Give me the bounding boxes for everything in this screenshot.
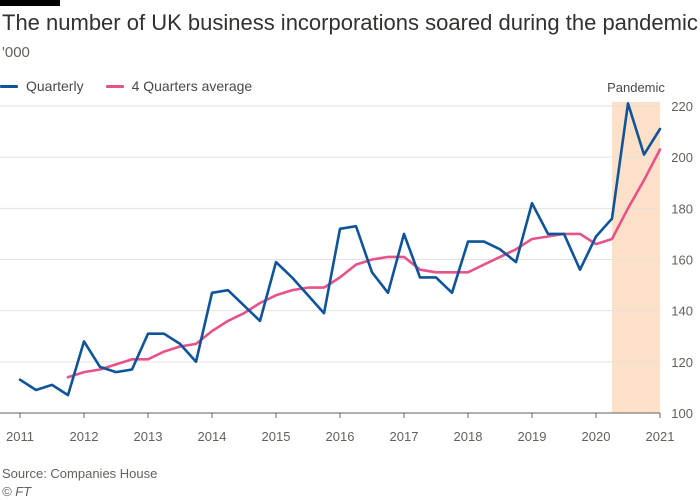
y-tick-label: 220 [671, 99, 693, 114]
y-tick-label: 180 [671, 201, 693, 216]
legend-label-quarterly: Quarterly [26, 78, 84, 94]
x-tick-label: 2011 [6, 429, 34, 444]
pandemic-label: Pandemic [607, 80, 665, 95]
y-tick-label: 120 [671, 355, 693, 370]
chart-title: The number of UK business incorporations… [2, 10, 698, 35]
x-tick-label: 2015 [262, 429, 291, 444]
series-lines [18, 102, 662, 397]
source-note: Source: Companies House [2, 466, 158, 481]
chart-legend: Quarterly 4 Quarters average [0, 78, 274, 94]
y-tick-label: 160 [671, 253, 693, 268]
x-tick-label: 2021 [646, 429, 675, 444]
x-tick-label: 2020 [582, 429, 611, 444]
legend-swatch-4-quarters-average [105, 84, 124, 88]
x-tick-label: 2013 [134, 429, 163, 444]
ft-copyright: © FT [2, 484, 32, 499]
ft-top-bar [0, 0, 60, 6]
pandemic-band [612, 102, 660, 413]
series-line-quarterly [18, 102, 662, 397]
x-tick-label: 2012 [70, 429, 99, 444]
x-axis-tick-labels: 2011 2012 2013 2014 2015 2016 2017 2018 2019 2020… [6, 413, 674, 444]
legend-swatch-quarterly [0, 84, 18, 88]
y-axis-tick-labels: 100 120 140 160 180 200 220 [671, 99, 693, 421]
x-tick-label: 2014 [198, 429, 227, 444]
x-tick-label: 2016 [326, 429, 355, 444]
series-line-4-quarters-average [66, 148, 662, 379]
x-tick-label: 2018 [454, 429, 483, 444]
legend-item-4-quarters-average: 4 Quarters average [105, 78, 253, 94]
y-tick-label: 100 [671, 406, 693, 421]
y-tick-label: 200 [671, 150, 693, 165]
chart-subtitle-unit: '000 [2, 44, 30, 61]
y-tick-label: 140 [671, 304, 693, 319]
legend-label-4-quarters-average: 4 Quarters average [131, 78, 253, 94]
x-tick-label: 2019 [518, 429, 547, 444]
gridlines [0, 105, 660, 414]
legend-item-quarterly: Quarterly [0, 78, 84, 94]
x-tick-label: 2017 [390, 429, 419, 444]
